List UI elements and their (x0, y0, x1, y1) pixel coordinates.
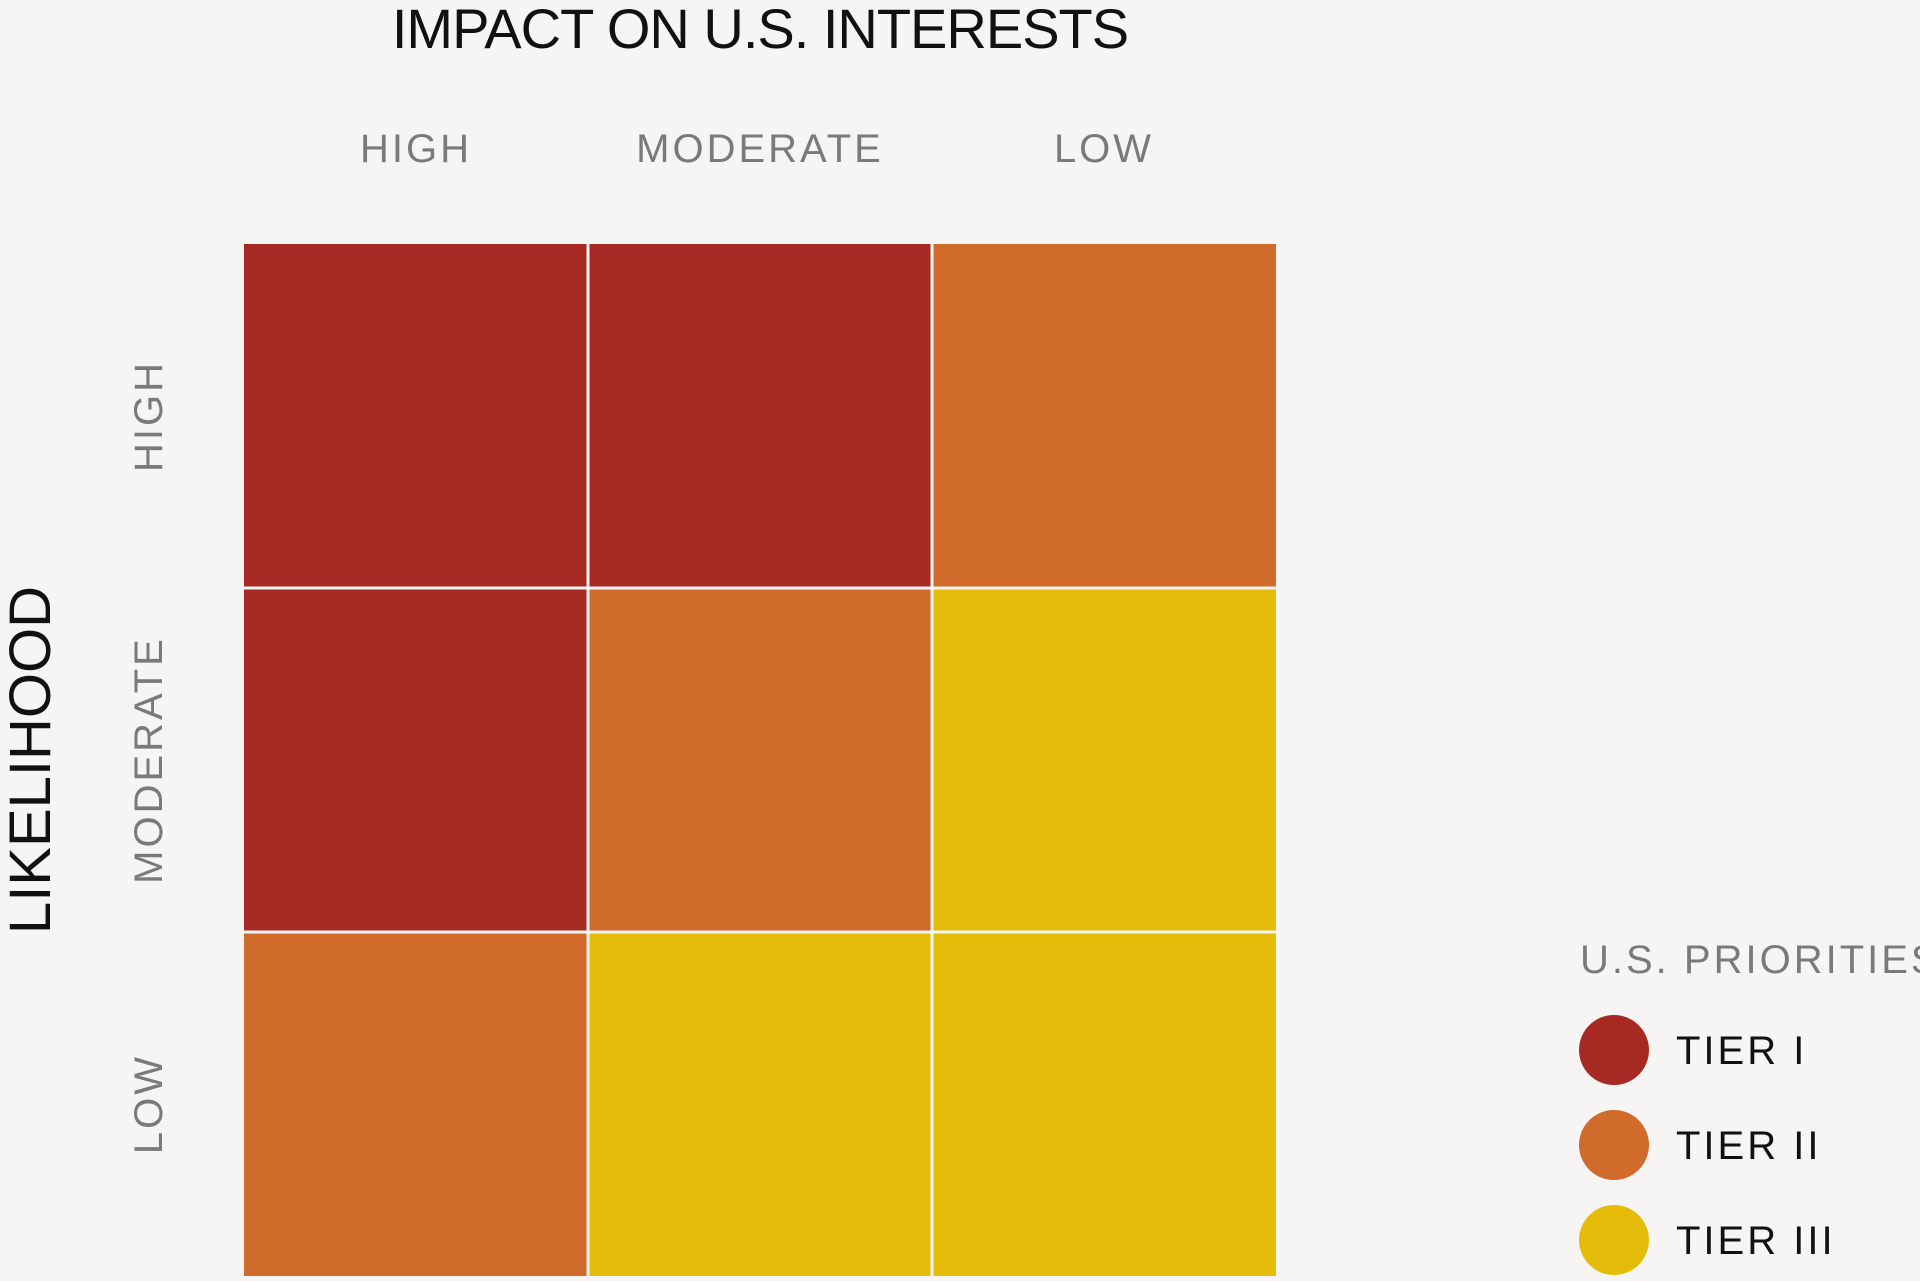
cell-likelihood-low-impact-moderate (589, 933, 931, 1276)
y-tick-moderate: MODERATE (127, 636, 171, 884)
cell-likelihood-low-impact-low (933, 933, 1276, 1276)
legend-swatch-tier-ii (1579, 1110, 1649, 1180)
cell-likelihood-moderate-impact-high (244, 589, 587, 931)
chart-title: IMPACT ON U.S. INTERESTS (392, 0, 1128, 60)
heatmap-cells (244, 244, 1276, 1276)
x-tick-high: HIGH (360, 127, 472, 171)
x-tick-moderate: MODERATE (636, 127, 884, 171)
legend-label-tier-i: TIER I (1676, 1029, 1807, 1073)
cell-likelihood-moderate-impact-moderate (589, 589, 931, 931)
cell-likelihood-high-impact-moderate (589, 244, 931, 587)
cell-likelihood-high-impact-low (933, 244, 1276, 587)
x-tick-low: LOW (1054, 127, 1154, 171)
cell-likelihood-low-impact-high (244, 933, 587, 1276)
y-tick-low: LOW (127, 1054, 171, 1154)
cell-likelihood-high-impact-high (244, 244, 587, 587)
legend: U.S. PRIORITIES TIER I TIER II TIER III (1579, 938, 1920, 1275)
legend-label-tier-ii: TIER II (1676, 1124, 1821, 1168)
legend-title: U.S. PRIORITIES (1580, 938, 1920, 982)
y-tick-labels: HIGH MODERATE LOW (127, 360, 171, 1154)
cell-likelihood-moderate-impact-low (933, 589, 1276, 931)
legend-swatch-tier-iii (1579, 1205, 1649, 1275)
x-tick-labels: HIGH MODERATE LOW (360, 127, 1154, 171)
legend-swatch-tier-i (1579, 1015, 1649, 1085)
y-axis-label: LIKELIHOOD (0, 586, 63, 934)
y-tick-high: HIGH (127, 360, 171, 472)
legend-label-tier-iii: TIER III (1676, 1219, 1836, 1263)
